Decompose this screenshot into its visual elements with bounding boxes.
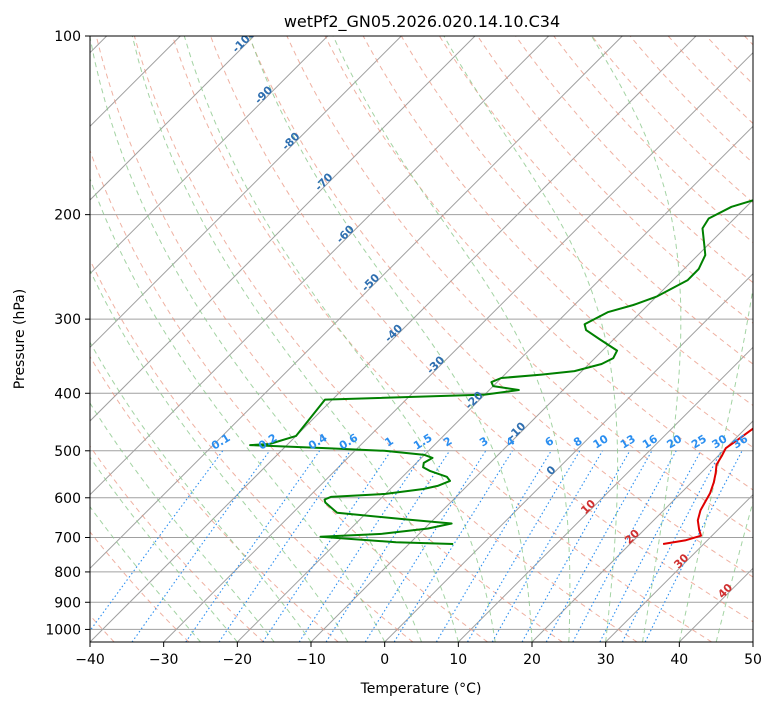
y-tick-label: 900 (54, 595, 81, 611)
mixing-ratio-line (262, 450, 392, 642)
isotherm-line (90, 36, 329, 275)
x-tick-label: 10 (449, 652, 467, 668)
moist-adiabat-line (90, 177, 386, 642)
mixing-ratio-line (521, 450, 631, 642)
dry-adiabat-line (90, 531, 190, 642)
dry-adiabat-line (362, 36, 753, 449)
mixing-ratio-line (599, 450, 702, 642)
mixing-ratio-line (131, 450, 271, 642)
y-tick-label: 100 (54, 29, 81, 45)
plot-area: 0.1 0.2 0.4 0.6 1 1.5 2 3 4 6 8 10 13 16 20 25 30 36-100-… (89, 35, 754, 643)
x-tick-label: −30 (149, 652, 179, 668)
isotherm-line (90, 36, 550, 496)
chart-title: wetPf2_GN05.2026.020.14.10.C34 (284, 12, 560, 32)
dewpoint-profile-line (249, 199, 753, 545)
moist-adiabat-line (90, 456, 238, 642)
isotherm-line (384, 272, 753, 642)
mixing-ratio-line (90, 450, 224, 632)
y-tick-label: 500 (54, 444, 81, 460)
y-axis: 100 200 300 400 500 600 700 800 900 1000 (45, 29, 90, 638)
background-lines (90, 36, 753, 642)
mixing-ratio-line (218, 450, 351, 642)
moist-adiabat-line (90, 341, 312, 642)
dry-adiabat-line (400, 36, 753, 407)
isotherm-line (90, 36, 476, 422)
isotherm-line (457, 346, 753, 642)
x-tick-label: −20 (223, 652, 253, 668)
dry-adiabat-line (90, 259, 414, 642)
dry-adiabat-line (286, 36, 753, 534)
mixing-ratio-line (545, 450, 653, 642)
moist-adiabat-line (90, 402, 275, 642)
moist-adiabat-line (591, 36, 682, 642)
isotherm-line (90, 36, 402, 349)
plot-frame (89, 35, 754, 643)
isotherm-line (605, 493, 753, 642)
x-tick-label: −10 (296, 652, 326, 668)
mixing-ratio-line (298, 450, 426, 642)
moist-adiabat-line (248, 36, 533, 642)
y-axis-label: Pressure (hPa) (12, 289, 28, 389)
dry-adiabat-line (95, 36, 563, 642)
isotherm-line (236, 125, 753, 642)
y-tick-label: 200 (54, 208, 81, 224)
dry-adiabat-line (438, 36, 753, 365)
y-tick-label: 300 (54, 312, 81, 328)
isotherm-line (90, 36, 623, 570)
y-tick-label: 600 (54, 491, 81, 507)
temperature-profile-line (662, 427, 753, 545)
dry-adiabat-line (90, 355, 339, 642)
moist-adiabat-line (90, 36, 422, 642)
moist-adiabat-line (90, 505, 201, 642)
moist-adiabat-line (131, 36, 459, 642)
x-axis-label: Temperature (°C) (360, 681, 482, 697)
x-tick-label: 40 (670, 652, 688, 668)
dry-adiabat-line (248, 36, 753, 578)
mixing-ratio-line (364, 450, 487, 642)
mixing-ratio-line (325, 450, 451, 642)
mixing-ratio-line (185, 450, 321, 642)
moist-adiabat-line (90, 269, 349, 642)
x-axis: −40 −30 −20 −10 0 10 20 30 40 50 (75, 642, 762, 668)
y-tick-label: 800 (54, 565, 81, 581)
sounding-profiles (249, 199, 753, 545)
x-tick-label: 0 (380, 652, 389, 668)
mixing-ratio-line (435, 450, 552, 642)
dry-adiabat-line (133, 36, 638, 642)
x-tick-label: 20 (523, 652, 541, 668)
moist-adiabat-line (443, 36, 619, 642)
x-tick-label: −40 (75, 652, 105, 668)
y-tick-label: 700 (54, 531, 81, 547)
dry-adiabat-line (210, 36, 753, 623)
mixing-ratio-line (644, 450, 743, 642)
y-tick-label: 1000 (45, 622, 81, 638)
y-tick-label: 400 (54, 386, 81, 402)
isotherm-line (163, 51, 753, 642)
isotherm-line (531, 420, 753, 642)
x-tick-label: 50 (744, 652, 762, 668)
isotherm-line (90, 36, 255, 201)
moist-adiabat-line (332, 36, 571, 642)
moist-adiabat-line (183, 36, 496, 642)
dry-adiabat-line (324, 36, 753, 491)
x-tick-label: 30 (597, 652, 615, 668)
mixing-ratio-line (572, 450, 677, 642)
